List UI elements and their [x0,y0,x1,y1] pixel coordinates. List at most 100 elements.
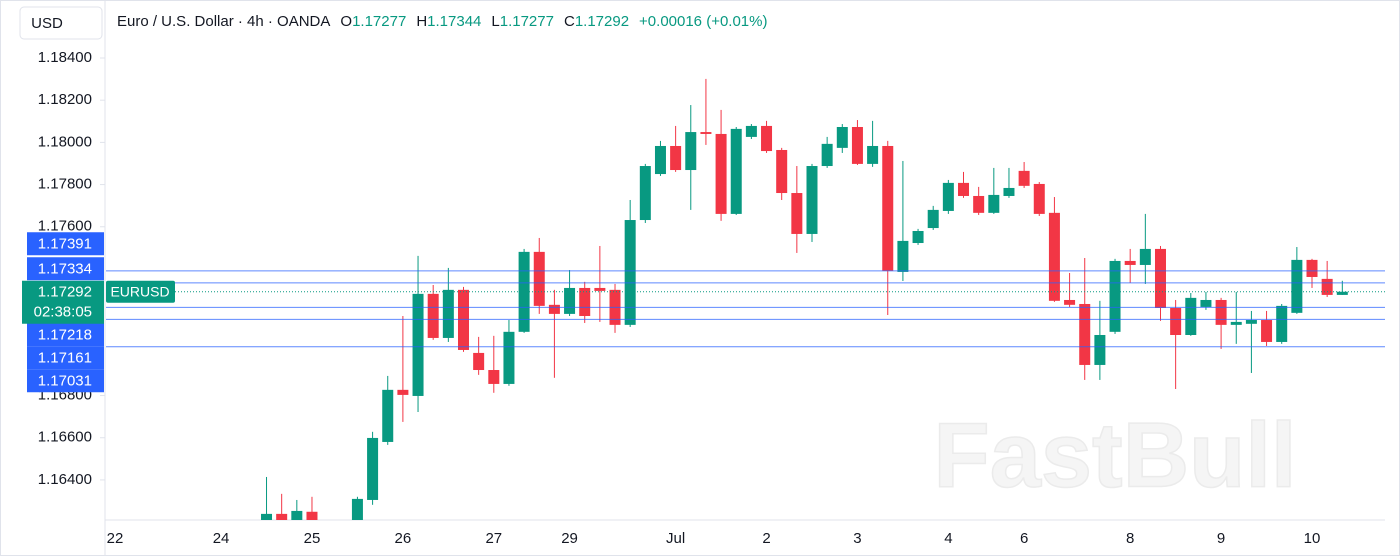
y-tick-label: 1.16400 [38,471,92,488]
candle-body [761,125,773,152]
candle-body [1139,248,1151,265]
ohlc-value: 1.17277 [500,13,554,30]
candle-body [533,251,545,306]
candle-body [1306,259,1318,277]
candle-body [382,389,394,442]
candle-body [261,513,273,520]
candle-body [1276,305,1288,342]
candle-body [488,370,500,384]
candle-body [367,437,379,500]
candle-body [791,193,803,234]
candle-body [988,194,1000,213]
currency-box[interactable] [19,6,103,40]
x-tick-label: 27 [485,530,502,547]
ohlc-value: 1.17277 [352,13,406,30]
symbol-tag-bg [106,280,175,303]
price-line-label-bg [27,346,104,370]
candle-body [958,182,970,196]
candle-body [1336,291,1348,295]
y-axis: 1.184001.182001.180001.178001.176001.168… [38,49,105,488]
candle-body [745,125,757,137]
x-tick-label: 8 [1126,530,1134,547]
legend-header: Euro / U.S. Dollar · 4h · OANDA O1.17277 H… [117,13,767,30]
candle-body [973,195,985,213]
candle-body [927,209,939,229]
price-line-label: 1.17031 [38,373,92,390]
price-line-label: 1.17334 [38,261,92,278]
x-tick-label: 26 [395,530,412,547]
x-tick-label: 24 [213,530,230,547]
plot-area [106,78,1385,520]
last-price-bg [22,280,104,324]
candle-body [624,220,636,325]
candle-body [1109,260,1121,332]
candle-body [1261,320,1273,342]
candle-body [1230,321,1242,325]
candle-body [700,132,712,134]
candle-body [670,145,682,171]
candle-body [1321,278,1333,295]
ohlc-label: C [564,13,575,30]
x-tick-label: 22 [107,530,124,547]
x-tick-label: 3 [853,530,861,547]
candle-body [715,133,727,214]
candle-body [548,304,560,314]
candle-body [821,143,833,167]
y-tick-label: 1.18200 [38,91,92,108]
candle-body [776,149,788,194]
candle-body [351,498,363,520]
candle-body [457,289,469,350]
candle-body [806,166,818,234]
candle-body [942,182,954,211]
countdown: 02:38:05 [34,304,92,321]
candle-body [1170,307,1182,335]
candle-body [1291,259,1303,313]
price-line-label: 1.17218 [38,327,92,344]
candle-body [518,251,530,332]
price-line-label-bg [27,257,104,281]
ohlc-label: L [491,13,499,30]
candle-body [1003,187,1015,196]
candle-body [897,240,909,272]
candle-body [276,513,288,520]
y-tick-label: 1.17600 [38,218,92,235]
currency: USD [31,15,63,32]
candle-body [442,289,454,338]
price-labels: 1.17391 1.17334 1.17218 1.17161 1.17031 1.172… [22,232,175,393]
candle-body [851,126,863,164]
candle-body [412,293,424,396]
x-tick-label: 9 [1217,530,1225,547]
candle-body [1200,299,1212,307]
candle-body [654,145,666,175]
x-tick-label: 2 [762,530,770,547]
last-price-label: 1.17292 [38,284,92,301]
candle-body [912,230,924,244]
candle-body [1185,297,1197,335]
candle-body [1154,248,1166,308]
candle-body [836,126,848,148]
watermark: FastBull [934,404,1297,506]
ohlc-label: H [416,13,427,30]
ohlc-value: 1.17292 [575,13,629,30]
candle-body [1215,299,1227,325]
symbol-title: Euro / U.S. Dollar · 4h · OANDA [117,13,330,30]
price-line-label: 1.17391 [38,236,92,253]
x-tick-label: 4 [944,530,952,547]
candle-body [1124,260,1136,265]
candle-body [397,389,409,395]
candle-body [882,145,894,271]
candle-body [427,293,439,338]
y-tick-label: 1.16600 [38,429,92,446]
candle-body [306,511,318,520]
x-tick-label: 10 [1304,530,1321,547]
candle-body [1064,299,1076,305]
candle-body [1094,334,1106,365]
candle-body [1048,212,1060,301]
candle-body [639,166,651,221]
candle-body [867,145,879,164]
candle-body [1033,183,1045,214]
y-tick-label: 1.18000 [38,133,92,150]
candle-body [564,287,576,314]
candle-body [1079,303,1091,365]
